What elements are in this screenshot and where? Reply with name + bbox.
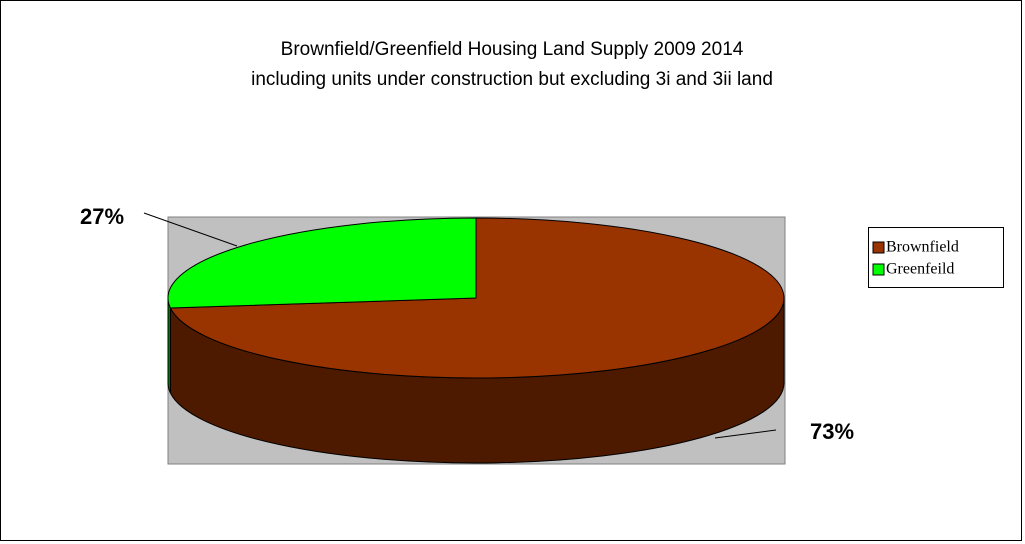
- legend-swatch: [872, 241, 885, 254]
- legend-label: Brownfield: [886, 239, 959, 256]
- legend-box: [868, 227, 1004, 288]
- pie-side: [167, 297, 171, 394]
- legend-swatch: [872, 263, 885, 276]
- chart-subtitle: including units under construction but e…: [251, 69, 773, 90]
- data-label: 73%: [810, 419, 854, 444]
- data-label: 27%: [80, 204, 124, 229]
- chart-title: Brownfield/Greenfield Housing Land Suppl…: [281, 39, 744, 60]
- leader-line: [143, 212, 238, 247]
- pie-slice: [167, 217, 477, 309]
- pie-slice: [169, 217, 785, 379]
- leader-line: [714, 429, 777, 439]
- legend-label: Greenfeild: [886, 261, 954, 278]
